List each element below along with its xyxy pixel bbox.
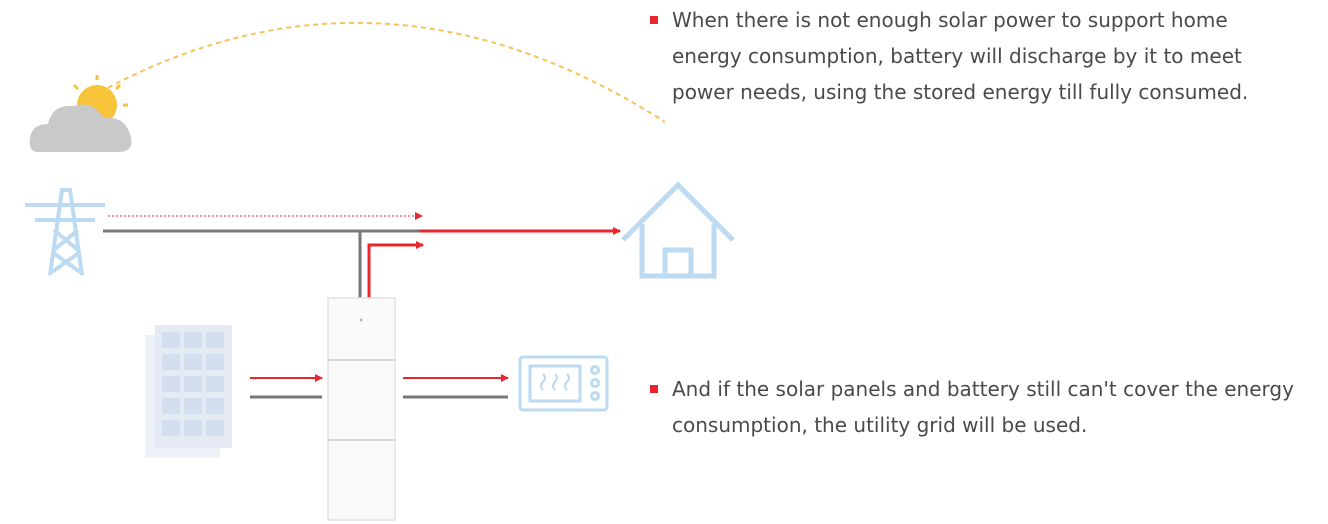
battery-discharge-flow bbox=[369, 245, 423, 298]
house-icon bbox=[623, 185, 733, 276]
sun-arc bbox=[100, 23, 665, 122]
bullet-text: When there is not enough solar power to … bbox=[650, 2, 1272, 110]
pylon-icon bbox=[25, 190, 105, 275]
page: When there is not enough solar power to … bbox=[0, 0, 1328, 524]
bullet-text: And if the solar panels and battery stil… bbox=[650, 371, 1312, 443]
microwave-icon bbox=[520, 357, 607, 410]
battery-icon bbox=[328, 298, 395, 520]
sun-cloud-icon bbox=[30, 75, 132, 152]
solar-panel-icon bbox=[145, 325, 232, 458]
